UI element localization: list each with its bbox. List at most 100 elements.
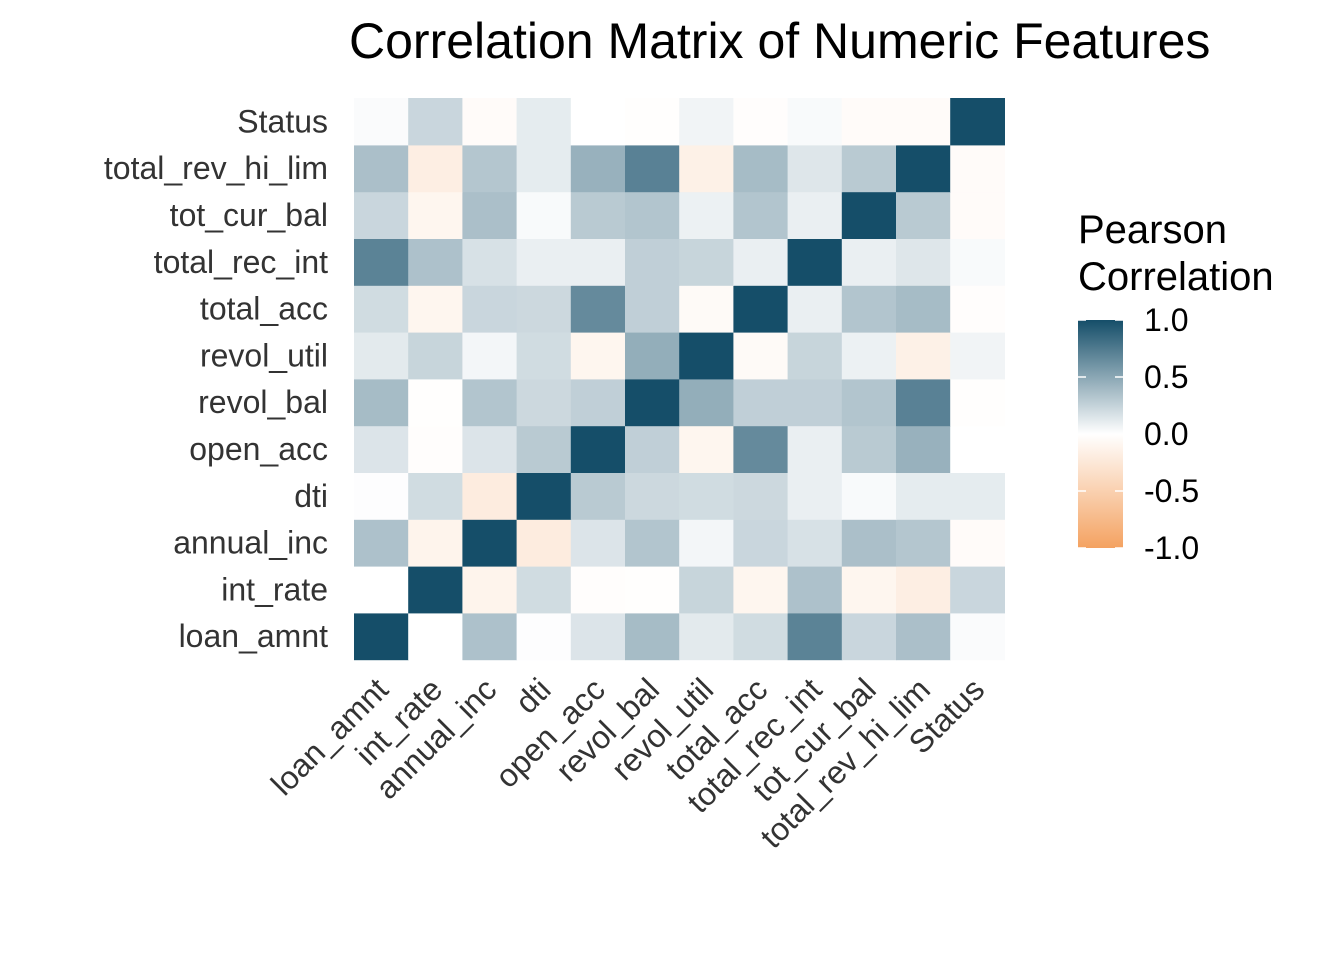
heatmap-cell-loan_amnt-revol_util xyxy=(679,612,734,661)
heatmap-cell-int_rate-total_rec_int xyxy=(787,566,843,614)
heatmap-cell-total_acc-int_rate xyxy=(408,285,463,333)
heatmap-cell-Status-loan_amnt xyxy=(354,98,409,146)
heatmap-cell-tot_cur_bal-loan_amnt xyxy=(354,191,409,239)
heatmap-cell-revol_bal-loan_amnt xyxy=(354,378,409,427)
heatmap-cell-open_acc-revol_bal xyxy=(625,425,680,473)
heatmap-cell-total_rec_int-int_rate xyxy=(408,238,463,286)
heatmap-cell-annual_inc-Status xyxy=(950,519,1005,567)
heatmap-cell-int_rate-revol_util xyxy=(679,566,734,614)
heatmap-cell-Status-tot_cur_bal xyxy=(841,98,897,146)
y-tick-label-total_rec_int: total_rec_int xyxy=(154,244,328,280)
heatmap-cell-int_rate-dti xyxy=(516,566,572,614)
heatmap-cell-int_rate-revol_bal xyxy=(625,566,680,614)
heatmap-cell-dti-total_rev_hi_lim xyxy=(896,472,951,520)
heatmap-cell-int_rate-int_rate xyxy=(408,566,463,614)
heatmap-cell-dti-open_acc xyxy=(570,472,626,520)
heatmap-cell-revol_bal-int_rate xyxy=(408,378,463,427)
heatmap-cell-dti-total_rec_int xyxy=(787,472,843,520)
heatmap-cell-tot_cur_bal-int_rate xyxy=(408,191,463,239)
heatmap-cell-annual_inc-loan_amnt xyxy=(354,519,409,567)
legend-tick-label: -1.0 xyxy=(1144,530,1199,566)
heatmap-cell-dti-Status xyxy=(950,472,1005,520)
legend-title-line-2: Correlation xyxy=(1078,255,1274,299)
heatmap-cell-loan_amnt-Status xyxy=(950,612,1005,661)
heatmap-cell-revol_bal-revol_bal xyxy=(625,378,680,427)
heatmap-cell-open_acc-open_acc xyxy=(570,425,626,473)
heatmap-cell-open_acc-dti xyxy=(516,425,572,473)
y-tick-label-tot_cur_bal: tot_cur_bal xyxy=(170,197,328,233)
heatmap-cell-total_acc-tot_cur_bal xyxy=(841,285,897,333)
chart-title: Correlation Matrix of Numeric Features xyxy=(349,13,1210,69)
heatmap-cell-revol_util-Status xyxy=(950,332,1005,380)
heatmap-cell-int_rate-loan_amnt xyxy=(354,566,409,614)
heatmap-cell-int_rate-tot_cur_bal xyxy=(841,566,897,614)
heatmap-cell-revol_util-loan_amnt xyxy=(354,332,409,380)
heatmap-cell-annual_inc-total_rec_int xyxy=(787,519,843,567)
heatmap-cell-revol_bal-revol_util xyxy=(679,378,734,427)
heatmap-cell-total_rev_hi_lim-open_acc xyxy=(570,144,626,193)
heatmap-cell-revol_util-revol_bal xyxy=(625,332,680,380)
heatmap-cell-tot_cur_bal-revol_util xyxy=(679,191,734,239)
heatmap-cell-total_acc-Status xyxy=(950,285,1005,333)
heatmap-cell-revol_util-revol_util xyxy=(679,332,734,380)
heatmap-cell-open_acc-Status xyxy=(950,425,1005,473)
legend-tick-label: 0.0 xyxy=(1144,416,1188,452)
heatmap-cell-total_acc-loan_amnt xyxy=(354,285,409,333)
heatmap-cell-int_rate-open_acc xyxy=(570,566,626,614)
y-tick-label-revol_bal: revol_bal xyxy=(198,384,328,420)
y-tick-label-int_rate: int_rate xyxy=(221,571,328,607)
heatmap-cell-revol_util-open_acc xyxy=(570,332,626,380)
heatmap-cell-Status-annual_inc xyxy=(462,98,518,146)
heatmap-cell-loan_amnt-open_acc xyxy=(570,612,626,661)
legend-ticks: 1.0 0.5 0.0 -0.5 -1.0 xyxy=(1078,302,1199,566)
heatmap-cell-total_acc-revol_util xyxy=(679,285,734,333)
heatmap-cell-total_acc-annual_inc xyxy=(462,285,518,333)
y-tick-label-open_acc: open_acc xyxy=(189,431,328,467)
legend: Pearson Correlation 1.0 0.5 0.0 -0.5 -1.0 xyxy=(1078,208,1274,566)
heatmap-cell-dti-revol_util xyxy=(679,472,734,520)
heatmap-cell-Status-open_acc xyxy=(570,98,626,146)
heatmap-cell-revol_bal-total_rec_int xyxy=(787,378,843,427)
legend-title-line-1: Pearson xyxy=(1078,208,1227,252)
heatmap-cell-revol_util-annual_inc xyxy=(462,332,518,380)
y-axis-tick-labels: loan_amnt int_rate annual_inc dti open_acc re… xyxy=(104,103,328,654)
heatmap-cell-annual_inc-annual_inc xyxy=(462,519,518,567)
heatmap-cell-total_rev_hi_lim-total_rec_int xyxy=(787,144,843,193)
y-tick-label-total_acc: total_acc xyxy=(200,291,328,327)
heatmap-cell-open_acc-revol_util xyxy=(679,425,734,473)
heatmap-cell-tot_cur_bal-Status xyxy=(950,191,1005,239)
heatmap-cell-open_acc-total_rec_int xyxy=(787,425,843,473)
heatmap-cell-total_rev_hi_lim-revol_bal xyxy=(625,144,680,193)
heatmap-cell-total_acc-total_rev_hi_lim xyxy=(896,285,951,333)
heatmap-cell-total_rev_hi_lim-total_acc xyxy=(733,144,789,193)
heatmap-cell-annual_inc-revol_util xyxy=(679,519,734,567)
heatmap-cell-tot_cur_bal-tot_cur_bal xyxy=(841,191,897,239)
heatmap-cell-total_rec_int-Status xyxy=(950,238,1005,286)
heatmap-cell-total_rec_int-revol_bal xyxy=(625,238,680,286)
heatmap-cell-total_rev_hi_lim-loan_amnt xyxy=(354,144,409,193)
heatmap-cell-revol_util-total_rev_hi_lim xyxy=(896,332,951,380)
heatmap-cell-revol_util-total_acc xyxy=(733,332,789,380)
legend-tick-label: 1.0 xyxy=(1144,302,1188,338)
heatmap-cell-open_acc-int_rate xyxy=(408,425,463,473)
heatmap-cell-total_acc-open_acc xyxy=(570,285,626,333)
heatmap-cell-revol_bal-total_rev_hi_lim xyxy=(896,378,951,427)
heatmap-cell-Status-int_rate xyxy=(408,98,463,146)
heatmap-cell-annual_inc-total_acc xyxy=(733,519,789,567)
heatmap-cell-dti-loan_amnt xyxy=(354,472,409,520)
heatmap-cell-dti-tot_cur_bal xyxy=(841,472,897,520)
heatmap-cell-dti-revol_bal xyxy=(625,472,680,520)
heatmap-cell-tot_cur_bal-revol_bal xyxy=(625,191,680,239)
heatmap-cell-loan_amnt-dti xyxy=(516,612,572,661)
heatmap-cell-annual_inc-tot_cur_bal xyxy=(841,519,897,567)
heatmap-cell-Status-total_rec_int xyxy=(787,98,843,146)
heatmap-cell-loan_amnt-total_acc xyxy=(733,612,789,661)
heatmap-cell-total_rec_int-annual_inc xyxy=(462,238,518,286)
heatmap-cell-Status-revol_util xyxy=(679,98,734,146)
heatmap-cell-revol_util-tot_cur_bal xyxy=(841,332,897,380)
heatmap-cell-Status-Status xyxy=(950,98,1005,146)
heatmap-cell-tot_cur_bal-total_rev_hi_lim xyxy=(896,191,951,239)
heatmap-cell-total_acc-dti xyxy=(516,285,572,333)
